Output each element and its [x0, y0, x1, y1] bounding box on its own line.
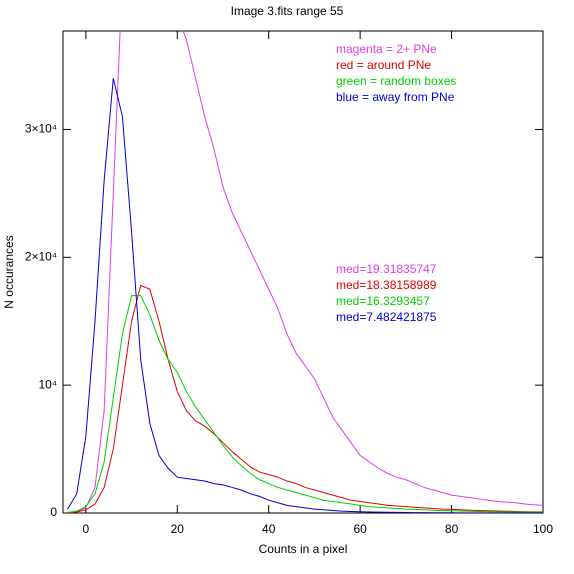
- series-line: [67, 78, 543, 513]
- median-label: med=16.3293457: [336, 294, 430, 308]
- series-line: [67, 31, 543, 513]
- chart-title: Image 3.fits range 55: [231, 4, 344, 18]
- series-line: [67, 284, 543, 513]
- y-tick-label: 10⁴: [38, 377, 57, 391]
- series-line: [67, 295, 543, 513]
- legend-entry: magenta = 2+ PNe: [336, 42, 437, 56]
- x-axis-label: Counts in a pixel: [259, 542, 348, 556]
- y-tick-label: 2×10⁴: [25, 249, 57, 263]
- median-label: med=19.31835747: [336, 262, 437, 276]
- plot-area: [67, 31, 543, 513]
- y-tick-label: 3×10⁴: [25, 122, 57, 136]
- x-tick-label: 20: [171, 522, 185, 536]
- legend-entry: red = around PNe: [336, 58, 431, 72]
- legend-entry: green = random boxes: [336, 74, 456, 88]
- median-label: med=7.482421875: [336, 310, 437, 324]
- legend-entry: blue = away from PNe: [336, 90, 455, 104]
- y-tick-label: 0: [50, 505, 57, 519]
- y-axis-label: N occurances: [2, 235, 16, 308]
- x-tick-label: 80: [445, 522, 459, 536]
- x-tick-label: 60: [353, 522, 367, 536]
- x-tick-label: 0: [83, 522, 90, 536]
- x-tick-label: 100: [533, 522, 553, 536]
- x-tick-label: 40: [262, 522, 276, 536]
- plot-frame: [62, 30, 544, 514]
- median-label: med=18.38158989: [336, 278, 437, 292]
